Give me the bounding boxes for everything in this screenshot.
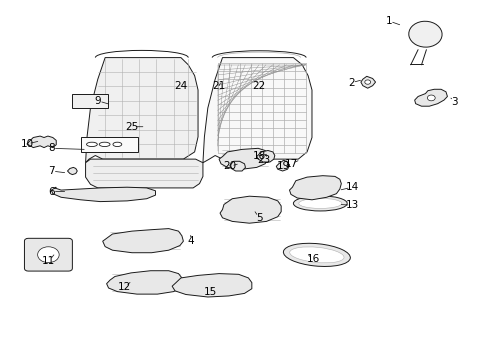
Ellipse shape <box>293 196 346 211</box>
Polygon shape <box>106 271 183 294</box>
Text: 17: 17 <box>284 159 297 169</box>
Polygon shape <box>229 161 245 171</box>
FancyBboxPatch shape <box>24 238 72 271</box>
Text: 9: 9 <box>94 96 101 106</box>
Text: 4: 4 <box>187 236 194 246</box>
FancyBboxPatch shape <box>81 137 138 152</box>
Text: 5: 5 <box>255 213 262 223</box>
Text: 25: 25 <box>125 122 139 132</box>
Ellipse shape <box>86 142 97 147</box>
Polygon shape <box>172 274 251 297</box>
Text: 21: 21 <box>212 81 225 91</box>
Polygon shape <box>360 76 375 88</box>
Ellipse shape <box>298 198 341 208</box>
Text: 18: 18 <box>252 150 265 161</box>
Polygon shape <box>27 136 56 148</box>
Text: 22: 22 <box>252 81 265 91</box>
Text: 3: 3 <box>450 96 457 107</box>
Text: 8: 8 <box>48 143 55 153</box>
Polygon shape <box>219 148 267 169</box>
Polygon shape <box>203 58 311 163</box>
FancyBboxPatch shape <box>72 94 107 108</box>
Polygon shape <box>256 150 274 162</box>
Polygon shape <box>51 187 155 202</box>
Text: 12: 12 <box>118 282 131 292</box>
Text: 11: 11 <box>42 256 56 266</box>
Text: 13: 13 <box>345 200 358 210</box>
Circle shape <box>364 80 370 84</box>
Text: 14: 14 <box>345 182 358 192</box>
Text: 15: 15 <box>203 287 217 297</box>
Text: 16: 16 <box>305 254 319 264</box>
Text: 6: 6 <box>48 186 55 197</box>
Ellipse shape <box>408 21 441 47</box>
Polygon shape <box>276 160 289 171</box>
Text: 10: 10 <box>20 139 33 149</box>
Polygon shape <box>289 176 341 200</box>
Polygon shape <box>220 196 281 223</box>
Ellipse shape <box>283 243 349 266</box>
Circle shape <box>38 247 59 263</box>
Text: 7: 7 <box>48 166 55 176</box>
Text: 23: 23 <box>257 155 270 165</box>
Ellipse shape <box>289 247 344 263</box>
Polygon shape <box>414 89 447 106</box>
Polygon shape <box>85 58 198 163</box>
Text: 1: 1 <box>385 16 391 26</box>
Ellipse shape <box>99 142 110 147</box>
Polygon shape <box>102 229 183 253</box>
Polygon shape <box>67 167 77 175</box>
Text: 24: 24 <box>174 81 187 91</box>
Polygon shape <box>85 159 203 188</box>
Text: 2: 2 <box>347 78 354 88</box>
Ellipse shape <box>113 142 122 147</box>
Text: 19: 19 <box>276 161 290 171</box>
Text: 20: 20 <box>223 161 236 171</box>
Circle shape <box>427 95 434 101</box>
